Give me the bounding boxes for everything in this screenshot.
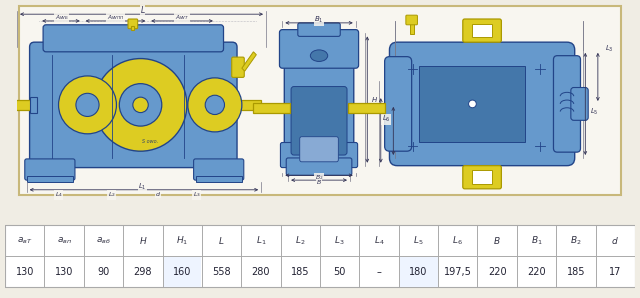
- Text: $L_1$: $L_1$: [256, 235, 266, 247]
- Text: Aw$_Б$: Aw$_Б$: [54, 14, 68, 22]
- FancyBboxPatch shape: [385, 57, 412, 151]
- Text: L: L: [140, 6, 145, 15]
- FancyBboxPatch shape: [43, 25, 223, 52]
- Bar: [163, 257, 202, 287]
- Text: $B$: $B$: [493, 235, 501, 246]
- Text: $L_3$: $L_3$: [335, 235, 345, 247]
- Text: $d$: $d$: [611, 235, 619, 246]
- FancyBboxPatch shape: [286, 158, 352, 175]
- Text: $L_5$: $L_5$: [413, 235, 424, 247]
- Circle shape: [58, 76, 116, 134]
- FancyBboxPatch shape: [128, 19, 138, 29]
- Circle shape: [188, 78, 242, 132]
- FancyBboxPatch shape: [300, 137, 339, 162]
- Text: $L_4$: $L_4$: [54, 190, 63, 199]
- Text: 185: 185: [291, 267, 310, 277]
- FancyBboxPatch shape: [280, 30, 358, 68]
- Bar: [419, 66, 525, 142]
- Text: 558: 558: [212, 267, 231, 277]
- Bar: [472, 170, 492, 184]
- Text: B: B: [317, 180, 321, 185]
- Text: 197,5: 197,5: [444, 267, 472, 277]
- Bar: [27, 176, 73, 182]
- Text: –: –: [376, 267, 381, 277]
- Bar: [472, 24, 492, 37]
- Text: S owo.: S owo.: [142, 139, 158, 145]
- Text: $L_1$: $L_1$: [138, 182, 147, 192]
- Text: 17: 17: [609, 267, 621, 277]
- Circle shape: [119, 84, 162, 126]
- FancyBboxPatch shape: [390, 42, 575, 166]
- Text: $H_1$: $H_1$: [383, 110, 392, 121]
- FancyBboxPatch shape: [194, 159, 244, 180]
- FancyBboxPatch shape: [571, 88, 588, 120]
- Text: 220: 220: [488, 267, 506, 277]
- Text: $L_3$: $L_3$: [193, 190, 200, 199]
- Bar: [196, 176, 242, 182]
- Text: 130: 130: [55, 267, 74, 277]
- Text: 160: 160: [173, 267, 191, 277]
- Circle shape: [205, 95, 225, 114]
- Text: $H$: $H$: [139, 235, 147, 246]
- Text: 220: 220: [527, 267, 546, 277]
- Text: $H_1$: $H_1$: [176, 235, 188, 247]
- Bar: [29, 97, 37, 113]
- Circle shape: [94, 59, 187, 151]
- Text: $a_{вб}$: $a_{вб}$: [96, 235, 111, 246]
- Bar: [410, 23, 413, 35]
- Text: $B_2$: $B_2$: [315, 173, 323, 182]
- FancyBboxPatch shape: [284, 36, 354, 166]
- Bar: [6, 100, 36, 110]
- Text: $L_6$: $L_6$: [381, 114, 390, 125]
- FancyBboxPatch shape: [463, 19, 501, 42]
- Ellipse shape: [310, 50, 328, 61]
- Text: $B_2$: $B_2$: [570, 235, 582, 247]
- Text: 298: 298: [134, 267, 152, 277]
- Text: 130: 130: [15, 267, 34, 277]
- Bar: [348, 103, 385, 113]
- FancyBboxPatch shape: [298, 23, 340, 36]
- Text: $a_{вп}$: $a_{вп}$: [56, 235, 72, 246]
- FancyBboxPatch shape: [25, 159, 75, 180]
- Text: 90: 90: [97, 267, 109, 277]
- Circle shape: [133, 97, 148, 113]
- Text: 180: 180: [409, 267, 428, 277]
- Text: H: H: [371, 97, 377, 103]
- FancyBboxPatch shape: [406, 15, 417, 25]
- FancyBboxPatch shape: [29, 42, 237, 167]
- Polygon shape: [242, 52, 257, 71]
- Text: d: d: [156, 192, 160, 197]
- Text: $L_2$: $L_2$: [295, 235, 305, 247]
- Text: 185: 185: [566, 267, 585, 277]
- Text: $L_4$: $L_4$: [374, 235, 385, 247]
- Bar: [229, 97, 237, 113]
- FancyBboxPatch shape: [280, 142, 358, 167]
- Bar: [230, 100, 261, 110]
- Text: 280: 280: [252, 267, 270, 277]
- Text: $L$: $L$: [218, 235, 225, 246]
- Text: $L_3$: $L_3$: [605, 44, 613, 54]
- Text: $L_6$: $L_6$: [452, 235, 463, 247]
- Text: Aw$_{ПП}$: Aw$_{ПП}$: [107, 14, 124, 22]
- FancyBboxPatch shape: [291, 86, 347, 155]
- FancyBboxPatch shape: [554, 56, 580, 152]
- Text: $L_5$: $L_5$: [590, 106, 599, 117]
- Bar: [5, 225, 635, 287]
- Text: 50: 50: [333, 267, 346, 277]
- Bar: [131, 26, 134, 30]
- Text: $B_1$: $B_1$: [314, 15, 324, 25]
- Text: $L_2$: $L_2$: [108, 190, 115, 199]
- Bar: [253, 103, 290, 113]
- Text: $a_{вТ}$: $a_{вТ}$: [17, 235, 33, 246]
- FancyBboxPatch shape: [232, 57, 244, 77]
- Text: Aw$_Т$: Aw$_Т$: [175, 14, 189, 22]
- Bar: [399, 257, 438, 287]
- Circle shape: [76, 93, 99, 117]
- Circle shape: [468, 100, 476, 108]
- Text: $B_1$: $B_1$: [531, 235, 542, 247]
- FancyBboxPatch shape: [463, 166, 501, 189]
